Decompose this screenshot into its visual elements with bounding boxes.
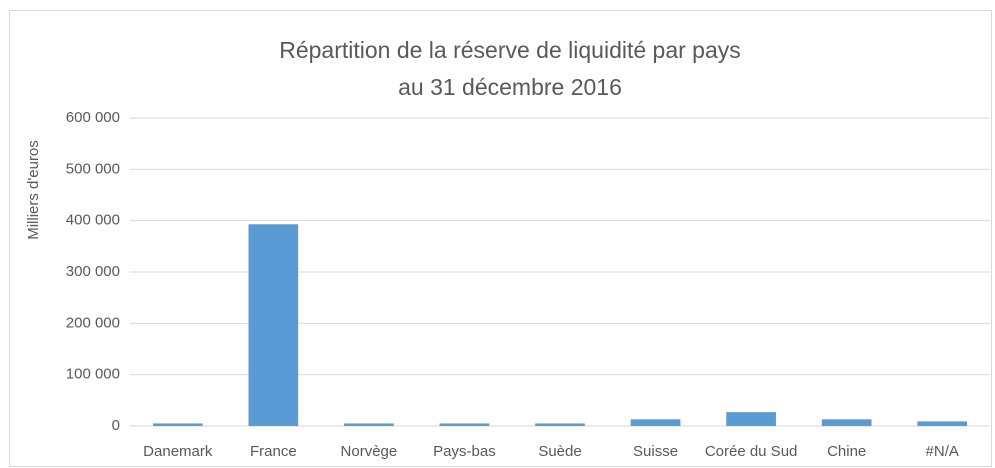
y-tick-label: 200 000 (66, 314, 120, 331)
x-tick-label: #N/A (926, 443, 959, 460)
bar (344, 423, 394, 426)
bar (630, 419, 681, 426)
bar (248, 224, 299, 426)
chart-title: au 31 décembre 2016 (398, 74, 622, 100)
x-tick-label: Suisse (633, 443, 678, 460)
y-tick-label: 100 000 (66, 366, 120, 383)
bar (439, 423, 490, 426)
x-tick-label: Chine (827, 443, 866, 460)
y-tick-label: 600 000 (66, 109, 120, 126)
y-axis-label: Milliers d'euros (25, 140, 42, 240)
bar (821, 419, 872, 426)
y-tick-label: 300 000 (66, 263, 120, 280)
x-tick-label: France (250, 443, 297, 460)
bar (535, 423, 585, 426)
x-tick-label: Corée du Sud (705, 443, 798, 460)
y-tick-label: 500 000 (66, 160, 120, 177)
x-tick-label: Danemark (143, 443, 213, 460)
bar (917, 421, 968, 426)
bar (152, 423, 203, 426)
bar (726, 412, 776, 426)
x-tick-label: Suède (538, 443, 581, 460)
y-tick-label: 400 000 (66, 212, 120, 229)
x-tick-label: Norvège (341, 443, 398, 460)
y-tick-label: 0 (112, 417, 120, 434)
x-tick-label: Pays-bas (433, 443, 496, 460)
chart-frame (9, 10, 992, 467)
chart-title: Répartition de la réserve de liquidité p… (279, 37, 741, 63)
